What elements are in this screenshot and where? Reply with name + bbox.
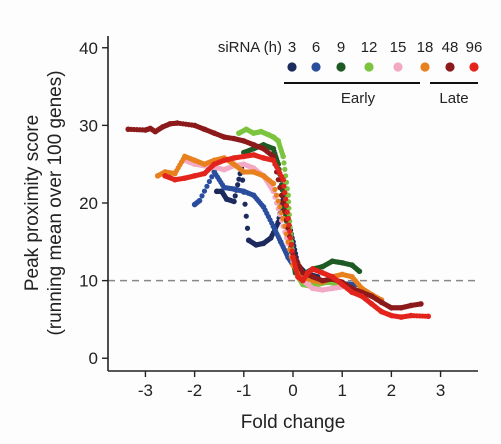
x-tick-label: 2 bbox=[387, 381, 396, 400]
y-axis-subtitle: (running mean over 100 genes) bbox=[45, 70, 66, 335]
legend-title: siRNA (h) bbox=[218, 39, 282, 56]
data-point bbox=[281, 160, 287, 166]
data-point bbox=[289, 248, 295, 254]
data-point bbox=[232, 193, 238, 199]
x-tick-label: 1 bbox=[337, 381, 346, 400]
data-point bbox=[277, 184, 283, 191]
data-point bbox=[274, 192, 280, 198]
data-points bbox=[125, 120, 432, 320]
legend-label-3: 3 bbox=[288, 39, 296, 56]
data-point bbox=[209, 174, 215, 180]
data-point bbox=[239, 177, 246, 183]
y-tick-label: 20 bbox=[79, 194, 98, 213]
data-point bbox=[283, 173, 289, 179]
legend-label-9: 9 bbox=[337, 39, 345, 56]
x-tick-label: -2 bbox=[187, 381, 202, 400]
legend-swatch-9 bbox=[336, 62, 346, 72]
legend-swatch-18 bbox=[420, 62, 430, 72]
data-point bbox=[275, 177, 281, 183]
data-point bbox=[280, 153, 286, 160]
data-point bbox=[287, 228, 293, 235]
data-point bbox=[204, 183, 210, 189]
data-point bbox=[286, 222, 292, 228]
data-point bbox=[231, 198, 237, 205]
data-point bbox=[272, 186, 278, 193]
legend-swatch-12 bbox=[364, 62, 374, 72]
legend-label-6: 6 bbox=[312, 39, 320, 56]
y-tick-label: 40 bbox=[79, 39, 98, 58]
data-point bbox=[275, 198, 281, 204]
series-96 bbox=[162, 152, 432, 320]
data-point bbox=[235, 182, 241, 188]
legend-label-96: 96 bbox=[466, 39, 483, 56]
legend-swatch-96 bbox=[469, 62, 479, 72]
legend: siRNA (h) 3 6 9 12 15 18 48 96 Early Late bbox=[218, 39, 483, 107]
y-ticks: 0 10 20 30 40 bbox=[79, 39, 108, 368]
legend-label-48: 48 bbox=[442, 39, 459, 56]
x-tick-label: -3 bbox=[138, 381, 153, 400]
data-point bbox=[270, 180, 277, 187]
data-point bbox=[201, 188, 208, 194]
data-point bbox=[281, 183, 287, 189]
legend-groups: Early Late bbox=[284, 82, 478, 107]
data-point bbox=[283, 196, 289, 202]
data-point bbox=[285, 215, 291, 222]
legend-label-18: 18 bbox=[417, 39, 434, 56]
data-point bbox=[199, 193, 205, 199]
x-ticks: -3 -2 -1 0 1 2 3 bbox=[138, 371, 445, 400]
data-point bbox=[425, 313, 432, 320]
x-axis-title: Fold change bbox=[241, 412, 346, 433]
legend-group-label: Early bbox=[341, 90, 376, 107]
legend-items: 3 6 9 12 15 18 48 96 bbox=[287, 39, 482, 72]
data-point bbox=[243, 213, 249, 219]
y-tick-label: 30 bbox=[79, 116, 98, 135]
x-tick-label: 0 bbox=[288, 381, 297, 400]
data-point bbox=[280, 176, 286, 183]
data-point bbox=[282, 190, 288, 196]
data-point bbox=[288, 241, 294, 247]
data-point bbox=[356, 268, 363, 275]
legend-group-label: Late bbox=[439, 90, 468, 107]
x-tick-label: -1 bbox=[236, 381, 251, 400]
data-point bbox=[418, 301, 424, 307]
data-point bbox=[287, 235, 294, 241]
legend-swatch-48 bbox=[445, 62, 455, 72]
x-tick-label: 3 bbox=[436, 381, 445, 400]
data-point bbox=[242, 201, 248, 207]
legend-label-15: 15 bbox=[390, 39, 407, 56]
y-tick-label: 0 bbox=[89, 349, 98, 368]
series-9 bbox=[241, 141, 363, 278]
legend-label-12: 12 bbox=[361, 39, 378, 56]
data-point bbox=[206, 178, 212, 185]
data-point bbox=[196, 197, 203, 204]
data-point bbox=[277, 204, 283, 210]
legend-swatch-6 bbox=[311, 62, 321, 72]
data-point bbox=[283, 202, 290, 209]
data-point bbox=[284, 209, 290, 215]
y-axis-title: Peak proximity score bbox=[22, 115, 43, 291]
legend-swatch-15 bbox=[393, 62, 403, 72]
data-point bbox=[244, 225, 251, 231]
legend-swatch-3 bbox=[287, 62, 297, 72]
data-point bbox=[282, 166, 288, 172]
y-tick-label: 10 bbox=[79, 272, 98, 291]
series-6 bbox=[191, 169, 360, 288]
